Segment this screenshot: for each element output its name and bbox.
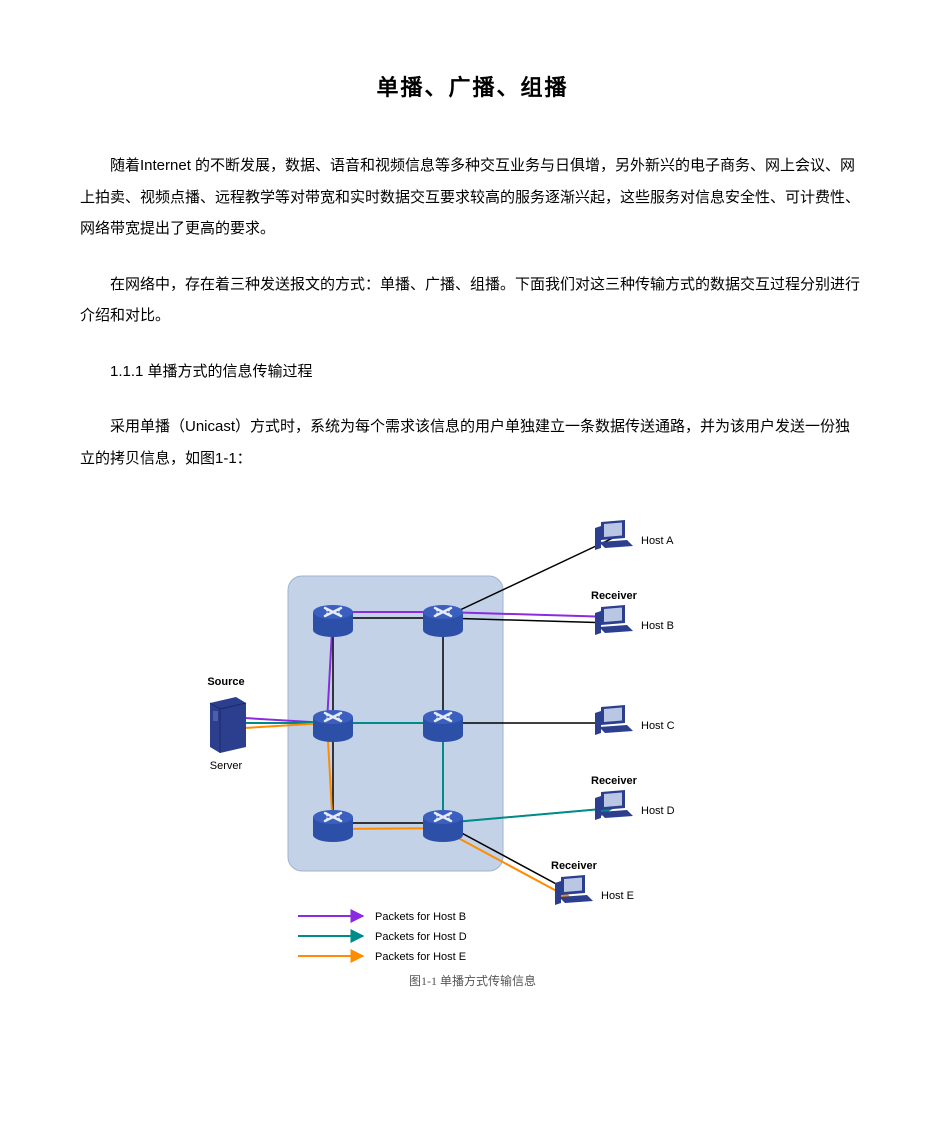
host-d-icon: [595, 790, 633, 820]
figure-caption: 图1-1 单播方式传输信息: [193, 972, 753, 989]
label-receiver-d: Receiver: [591, 775, 638, 787]
host-a-icon: [595, 520, 633, 550]
legend-label-1: Packets for Host D: [375, 931, 467, 943]
label-host-d: Host D: [641, 805, 675, 817]
paragraph-3: 采用单播（Unicast）方式时，系统为每个需求该信息的用户单独建立一条数据传送…: [80, 411, 865, 474]
label-source: Source: [207, 676, 244, 688]
legend-label-0: Packets for Host B: [375, 911, 466, 923]
label-receiver-b: Receiver: [591, 590, 638, 602]
section-heading: 1.1.1 单播方式的信息传输过程: [80, 356, 865, 388]
label-host-b: Host B: [641, 620, 674, 632]
label-receiver-e: Receiver: [551, 860, 598, 872]
page-title: 单播、广播、组播: [80, 70, 865, 102]
router-r6: [313, 605, 353, 637]
router-r5: [423, 605, 463, 637]
host-e-icon: [555, 875, 593, 905]
paragraph-1: 随着Internet 的不断发展，数据、语音和视频信息等多种交互业务与日俱增，另…: [80, 150, 865, 245]
label-host-a: Host A: [641, 535, 674, 547]
label-host-c: Host C: [641, 720, 675, 732]
server-icon: [210, 697, 246, 753]
router-r1: [313, 710, 353, 742]
host-b-icon: [595, 605, 633, 635]
figure-container: Source Server Host A Host B Host C Host D Host…: [193, 498, 753, 989]
router-r3: [313, 810, 353, 842]
paragraph-2: 在网络中，存在着三种发送报文的方式：单播、广播、组播。下面我们对这三种传输方式的…: [80, 269, 865, 332]
host-c-icon: [595, 705, 633, 735]
label-server: Server: [209, 760, 242, 772]
network-diagram: Source Server Host A Host B Host C Host D Host…: [193, 498, 753, 968]
label-host-e: Host E: [601, 890, 634, 902]
legend-label-2: Packets for Host E: [375, 951, 466, 963]
router-r2: [423, 710, 463, 742]
router-r4: [423, 810, 463, 842]
